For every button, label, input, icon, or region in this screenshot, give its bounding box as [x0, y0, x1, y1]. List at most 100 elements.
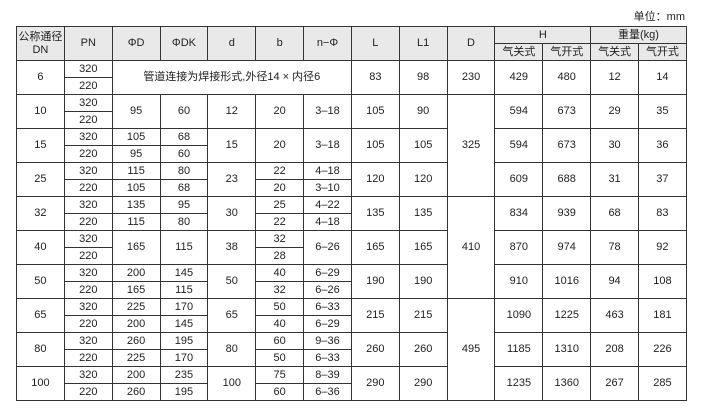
- b-cell: 50: [255, 349, 305, 367]
- n-phi-cell: 3–10: [303, 179, 352, 197]
- l-cell: 120: [350, 162, 400, 197]
- weight-air-close-cell: 267: [590, 366, 639, 401]
- header-b: b: [255, 26, 305, 61]
- weight-air-close-cell: 30: [590, 128, 639, 163]
- table-row: 80 320 260 195 80 60 9–36 260 260 1185 1310 208 226: [16, 332, 687, 367]
- dn-cell: 15: [16, 128, 65, 163]
- weight-air-open-cell: 14: [637, 60, 687, 95]
- header-h: H: [494, 26, 592, 44]
- d-cell: 38: [207, 230, 257, 265]
- dn-cell: 6: [16, 60, 65, 95]
- d-outer-cell: 495: [446, 298, 496, 401]
- phi-d-cell: 200: [111, 315, 161, 333]
- h-air-open-cell: 480: [542, 60, 592, 95]
- header-l1: L1: [398, 26, 448, 61]
- weight-air-open-cell: 226: [637, 332, 687, 367]
- header-l: L: [350, 26, 400, 61]
- table-row: 6 320 管道连接为焊接形式,外径14 × 内径6 83 98 230 429 480 12 1…: [16, 60, 687, 95]
- pn-cell: 320: [63, 366, 113, 384]
- phi-dk-cell: 95: [159, 196, 209, 214]
- pn-cell: 220: [63, 247, 113, 265]
- b-cell: 20: [255, 94, 305, 129]
- table-row: 65 320 225 170 65 50 6–33 215 215 495 1090 1225 463 1…: [16, 298, 687, 401]
- l-cell: 165: [350, 230, 400, 265]
- phi-dk-cell: 68: [159, 179, 209, 197]
- d-cell: 15: [207, 128, 257, 163]
- phi-dk-cell: 145: [159, 264, 209, 282]
- header-h-air-close: 气关式: [494, 43, 544, 61]
- l1-cell: 98: [398, 60, 448, 95]
- l1-cell: 190: [398, 264, 448, 299]
- phi-dk-cell: 145: [159, 315, 209, 333]
- pn-cell: 320: [63, 94, 113, 112]
- weight-air-close-cell: 78: [590, 230, 639, 265]
- table-row: 50 320 200 145 50 40 6–29 190 190 910 1016 94 108: [16, 264, 687, 299]
- b-cell: 20: [255, 179, 305, 197]
- weight-air-close-cell: 68: [590, 196, 639, 231]
- n-phi-cell: 4–18: [303, 162, 352, 180]
- weight-air-close-cell: 31: [590, 162, 639, 197]
- pn-cell: 220: [63, 77, 113, 95]
- pn-cell: 320: [63, 196, 113, 214]
- weight-air-open-cell: 37: [637, 162, 687, 197]
- b-cell: 22: [255, 162, 305, 180]
- h-air-close-cell: 429: [494, 60, 544, 95]
- h-air-close-cell: 594: [494, 128, 544, 163]
- phi-dk-cell: 68: [159, 128, 209, 146]
- dn-cell: 50: [16, 264, 65, 299]
- b-cell: 32: [255, 281, 305, 299]
- d-cell: 12: [207, 94, 257, 129]
- table-row: 100 320 200 235 100 75 8–39 290 290 1235 1360 267 28…: [16, 366, 687, 401]
- n-phi-cell: 3–18: [303, 128, 352, 163]
- b-cell: 60: [255, 383, 305, 401]
- header-n-phi: n−Φ: [303, 26, 352, 61]
- h-air-open-cell: 1225: [542, 298, 592, 333]
- weight-air-open-cell: 92: [637, 230, 687, 265]
- n-phi-cell: 6–33: [303, 298, 352, 316]
- h-air-open-cell: 673: [542, 94, 592, 129]
- h-air-open-cell: 688: [542, 162, 592, 197]
- l-cell: 260: [350, 332, 400, 367]
- phi-dk-cell: 60: [159, 145, 209, 163]
- l1-cell: 120: [398, 162, 448, 197]
- n-phi-cell: 4–18: [303, 213, 352, 231]
- d-cell: 23: [207, 162, 257, 197]
- l1-cell: 215: [398, 298, 448, 333]
- l-cell: 135: [350, 196, 400, 231]
- b-cell: 28: [255, 247, 305, 265]
- pn-cell: 320: [63, 298, 113, 316]
- table-row-sub: 220 260 195 60 6–36: [17, 383, 687, 401]
- unit-label: 单位：mm: [633, 11, 685, 23]
- h-air-open-cell: 939: [542, 196, 592, 231]
- pn-cell: 320: [63, 162, 113, 180]
- d-cell: 65: [207, 298, 257, 333]
- h-air-close-cell: 870: [494, 230, 544, 265]
- weight-air-open-cell: 83: [637, 196, 687, 231]
- header-phi-dk: ΦDK: [159, 26, 209, 61]
- phi-dk-cell: 115: [159, 230, 209, 265]
- b-cell: 40: [255, 264, 305, 282]
- table-row-sub: 220 200 145 40 6–29: [17, 315, 687, 333]
- h-air-close-cell: 609: [494, 162, 544, 197]
- n-phi-cell: 6–26: [303, 230, 352, 265]
- h-air-open-cell: 1360: [542, 366, 592, 401]
- b-cell: 40: [255, 315, 305, 333]
- l1-cell: 290: [398, 366, 448, 401]
- pn-cell: 220: [63, 349, 113, 367]
- phi-d-cell: 225: [111, 349, 161, 367]
- spec-table: 公称通径 DN PN ΦD ΦDK d b n−Φ L L1 D H 重量(kg)…: [16, 26, 687, 401]
- h-air-close-cell: 1235: [494, 366, 544, 401]
- header-dn: 公称通径 DN: [16, 26, 65, 61]
- n-phi-cell: 6–26: [303, 281, 352, 299]
- weight-air-close-cell: 12: [590, 60, 639, 95]
- dn-cell: 32: [16, 196, 65, 231]
- header-d-upper: D: [446, 26, 496, 61]
- b-cell: 20: [255, 128, 305, 163]
- l-cell: 290: [350, 366, 400, 401]
- header-weight-air-close: 气关式: [590, 43, 639, 61]
- l1-cell: 90: [398, 94, 448, 129]
- b-cell: 50: [255, 298, 305, 316]
- phi-dk-cell: 80: [159, 213, 209, 231]
- phi-dk-cell: 80: [159, 162, 209, 180]
- pn-cell: 320: [63, 332, 113, 350]
